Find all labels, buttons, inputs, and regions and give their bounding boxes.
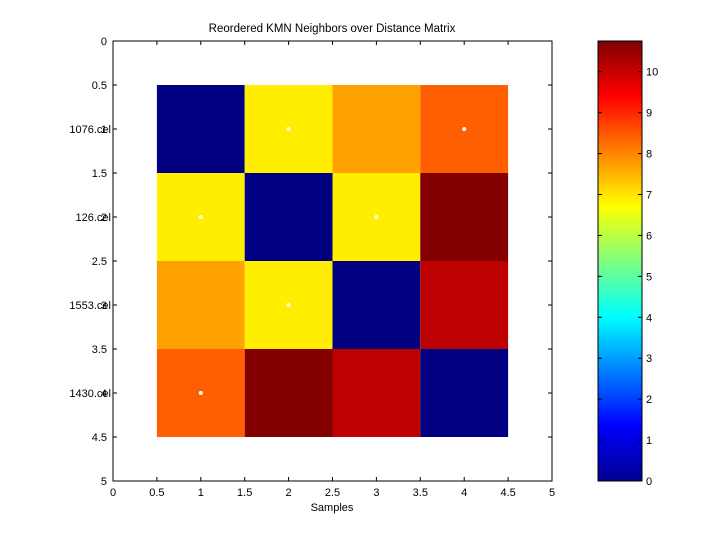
row-label: 1076.cel bbox=[69, 124, 111, 136]
neighbor-marker bbox=[198, 391, 203, 395]
y-axis-ticks: 0 0.5 1 1.5 2 2.5 3 3.5 4 4.5 5 bbox=[92, 36, 552, 488]
neighbor-marker bbox=[286, 127, 291, 131]
row-label: 1553.cel bbox=[69, 300, 111, 312]
y-tick-label: 3.5 bbox=[92, 344, 107, 356]
neighbor-marker bbox=[462, 127, 467, 131]
x-tick-label: 1.5 bbox=[237, 487, 252, 499]
colorbar-tick-label: 9 bbox=[646, 108, 652, 120]
colorbar-tick-label: 4 bbox=[646, 312, 652, 324]
heatmap-cell bbox=[156, 261, 245, 349]
x-tick-label: 0 bbox=[110, 487, 116, 499]
neighbor-markers bbox=[198, 127, 467, 395]
y-tick-label: 1 bbox=[101, 124, 107, 136]
row-labels: 1076.cel 126.cel 1553.cel 1430.cel bbox=[69, 124, 111, 400]
y-tick-label: 4 bbox=[101, 388, 107, 400]
heatmap-cell bbox=[332, 85, 421, 173]
y-tick-label: 2 bbox=[101, 212, 107, 224]
chart-title: Reordered KMN Neighbors over Distance Ma… bbox=[209, 23, 456, 35]
colorbar-tick-label: 8 bbox=[646, 149, 652, 161]
y-tick-label: 0.5 bbox=[92, 80, 107, 92]
heatmap-cell bbox=[420, 261, 509, 349]
heatmap-cell bbox=[332, 261, 421, 349]
heatmap-cell bbox=[244, 173, 333, 261]
y-tick-label: 0 bbox=[101, 36, 107, 48]
y-tick-label: 4.5 bbox=[92, 432, 107, 444]
heatmap-cells bbox=[156, 85, 509, 437]
colorbar-tick-label: 10 bbox=[646, 67, 658, 79]
colorbar bbox=[597, 40, 643, 482]
colorbar-tick-label: 0 bbox=[646, 476, 652, 488]
x-tick-label: 0.5 bbox=[149, 487, 164, 499]
y-tick-label: 3 bbox=[101, 300, 107, 312]
colorbar-tick-label: 7 bbox=[646, 189, 652, 201]
colorbar-tick-label: 2 bbox=[646, 394, 652, 406]
neighbor-marker bbox=[198, 215, 203, 219]
x-tick-label: 2 bbox=[286, 487, 292, 499]
x-tick-label: 4 bbox=[461, 487, 467, 499]
row-label: 1430.cel bbox=[69, 388, 111, 400]
heatmap-cell bbox=[420, 349, 509, 437]
row-label: 126.cel bbox=[76, 212, 111, 224]
heatmap-cell bbox=[332, 349, 421, 437]
colorbar-tick-label: 1 bbox=[646, 435, 652, 447]
x-tick-label: 5 bbox=[549, 487, 555, 499]
y-tick-label: 5 bbox=[101, 476, 107, 488]
y-tick-label: 2.5 bbox=[92, 256, 107, 268]
colorbar-ticks: 0 1 2 3 4 5 6 7 8 9 10 bbox=[598, 67, 658, 488]
x-tick-label: 4.5 bbox=[500, 487, 515, 499]
neighbor-marker bbox=[286, 303, 291, 307]
neighbor-marker bbox=[374, 215, 379, 219]
x-tick-label: 2.5 bbox=[325, 487, 340, 499]
x-tick-label: 1 bbox=[198, 487, 204, 499]
colorbar-tick-label: 5 bbox=[646, 271, 652, 283]
x-tick-label: 3 bbox=[373, 487, 379, 499]
colorbar-tick-label: 6 bbox=[646, 230, 652, 242]
y-tick-label: 1.5 bbox=[92, 168, 107, 180]
heatmap-cell bbox=[156, 85, 245, 173]
x-axis-label: Samples bbox=[311, 502, 354, 514]
x-tick-label: 3.5 bbox=[413, 487, 428, 499]
heatmap-cell bbox=[244, 349, 333, 437]
heatmap-cell bbox=[420, 173, 509, 261]
colorbar-tick-label: 3 bbox=[646, 353, 652, 365]
x-axis-ticks: 0 0.5 1 1.5 2 2.5 3 3.5 4 4.5 5 bbox=[110, 41, 555, 499]
